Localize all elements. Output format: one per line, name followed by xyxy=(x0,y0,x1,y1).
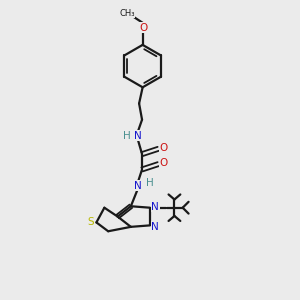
Text: CH₃: CH₃ xyxy=(120,9,135,18)
Text: H: H xyxy=(146,178,154,188)
Text: H: H xyxy=(123,131,130,141)
Text: N: N xyxy=(134,131,142,141)
Text: O: O xyxy=(159,142,168,153)
Text: N: N xyxy=(152,202,159,212)
Text: O: O xyxy=(159,158,168,168)
Text: S: S xyxy=(88,218,94,227)
Text: N: N xyxy=(134,181,142,190)
Text: N: N xyxy=(152,222,159,232)
Text: O: O xyxy=(140,23,148,33)
